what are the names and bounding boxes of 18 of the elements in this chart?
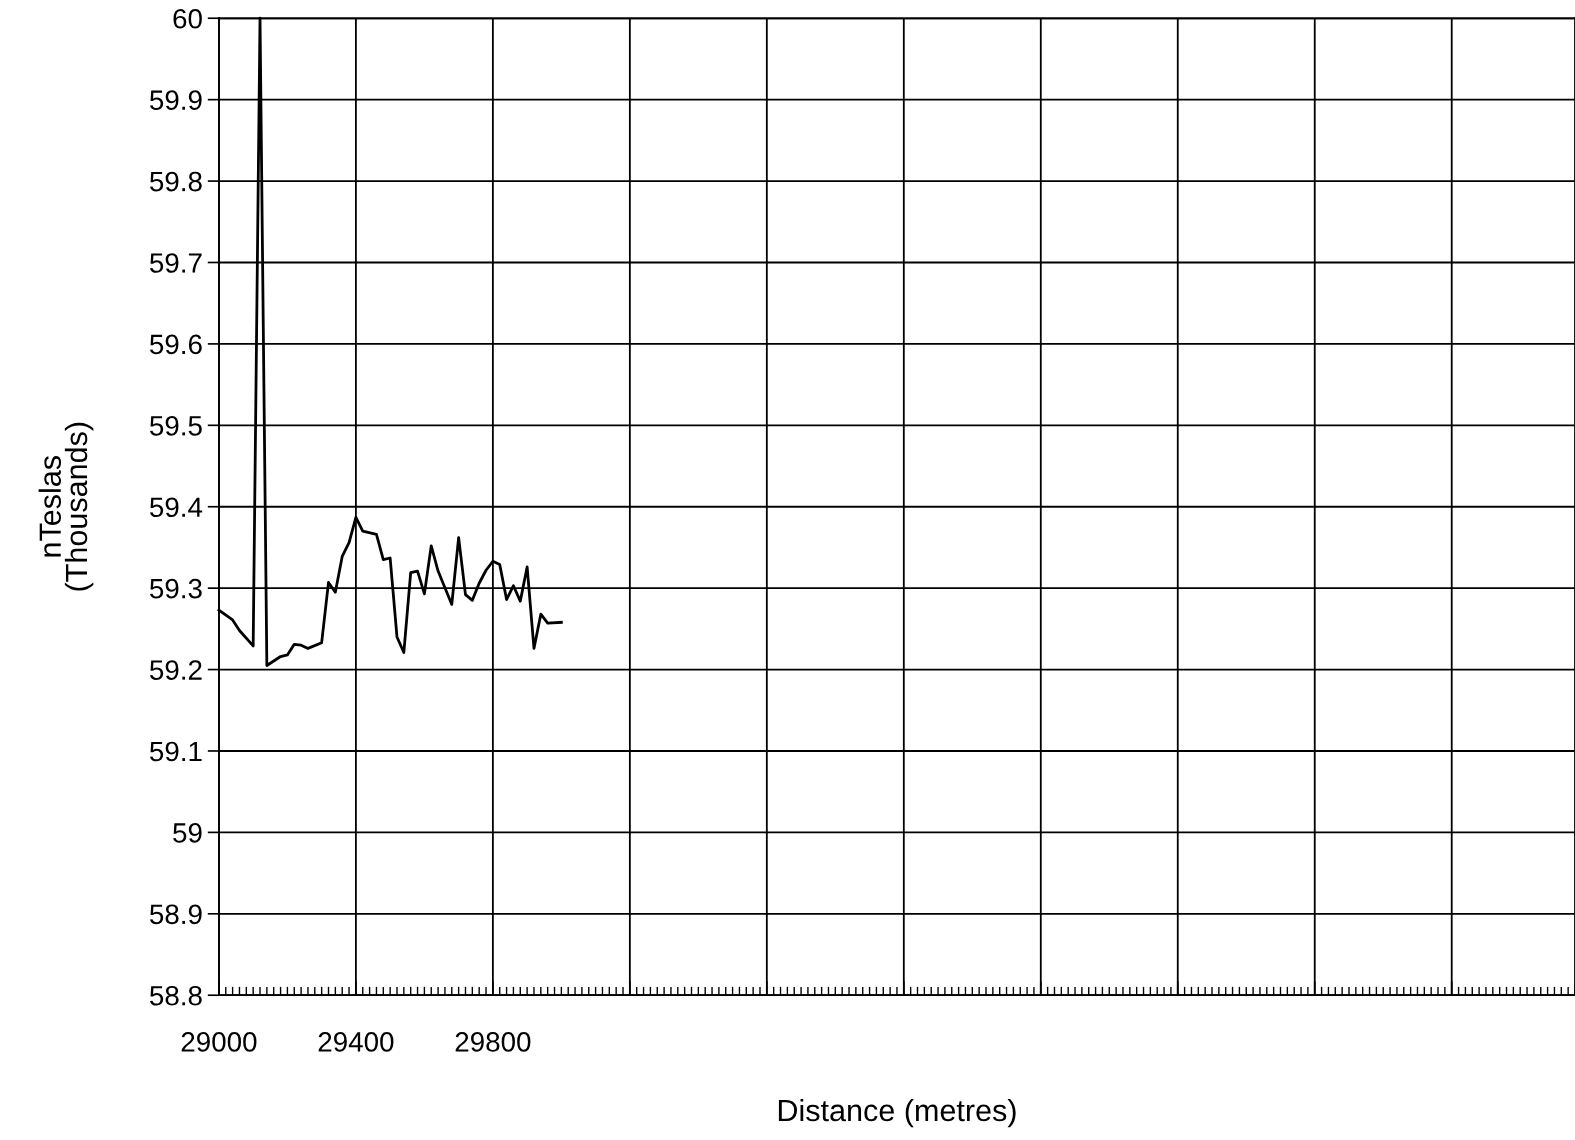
- y-tick-label: 59.2: [150, 660, 202, 680]
- y-tick-label: 58.8: [150, 985, 202, 1006]
- y-tick-label: 59.8: [150, 171, 202, 192]
- x-tick-label: 29400: [318, 1032, 394, 1052]
- y-tick-label: 59.6: [150, 334, 202, 355]
- x-axis-title: Distance (metres): [778, 1098, 1016, 1128]
- y-tick-label: 58.9: [150, 904, 202, 925]
- y-tick-label: 59.4: [150, 497, 203, 518]
- y-tick-label: 60: [173, 8, 202, 29]
- y-tick-label: 59.5: [150, 415, 202, 436]
- y-tick-label: 59.3: [150, 578, 202, 599]
- x-tick-label: 29800: [455, 1032, 531, 1052]
- y-tick-label: 59.1: [150, 741, 202, 762]
- x-tick-label: 29000: [181, 1032, 257, 1052]
- y-tick-label: 59.9: [150, 90, 202, 110]
- y-tick-label: 59.7: [150, 253, 202, 273]
- y-tick-label: 59: [173, 823, 202, 843]
- y-axis-title: nTeslas (Thousands): [38, 422, 94, 591]
